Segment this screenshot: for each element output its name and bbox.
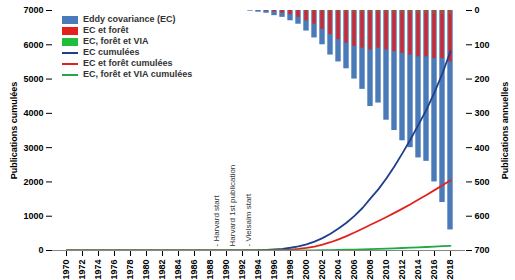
svg-text:1974: 1974 <box>93 260 103 280</box>
svg-text:1992: 1992 <box>237 260 247 280</box>
html-text:EC, forêt et VIA: EC, forêt et VIA <box>83 36 149 46</box>
svg-text:1998: 1998 <box>285 260 295 280</box>
svg-text:400: 400 <box>475 143 490 153</box>
svg-text:1972: 1972 <box>77 260 87 280</box>
svg-text:1996: 1996 <box>269 260 279 280</box>
svg-text:1984: 1984 <box>173 260 183 280</box>
svg-text:2000: 2000 <box>301 260 311 280</box>
svg-text:2004: 2004 <box>333 260 343 280</box>
svg-text:- Harvard start: - Harvard start <box>212 195 221 247</box>
svg-text:2010: 2010 <box>381 260 391 280</box>
html-text:Eddy covariance (EC): Eddy covariance (EC) <box>83 14 176 24</box>
svg-text:5000: 5000 <box>23 74 43 84</box>
svg-text:2006: 2006 <box>349 260 359 280</box>
svg-text:1978: 1978 <box>125 260 135 280</box>
svg-text:2008: 2008 <box>365 260 375 280</box>
svg-text:600: 600 <box>475 211 490 221</box>
svg-text:1980: 1980 <box>141 260 151 280</box>
svg-text:- Vielsalm start: - Vielsalm start <box>244 193 253 247</box>
svg-text:2016: 2016 <box>429 260 439 280</box>
svg-text:1990: 1990 <box>221 260 231 280</box>
svg-text:6000: 6000 <box>23 40 43 50</box>
svg-text:1970: 1970 <box>61 260 71 280</box>
html-text:EC cumulées: EC cumulées <box>83 47 140 57</box>
svg-text:500: 500 <box>475 177 490 187</box>
svg-text:1988: 1988 <box>205 260 215 280</box>
svg-text:4000: 4000 <box>23 108 43 118</box>
svg-text:1000: 1000 <box>23 211 43 221</box>
svg-text:300: 300 <box>475 108 490 118</box>
svg-text:700: 700 <box>475 245 490 255</box>
svg-text:200: 200 <box>475 74 490 84</box>
svg-text:2014: 2014 <box>413 260 423 280</box>
svg-text:100: 100 <box>475 40 490 50</box>
svg-text:2018: 2018 <box>445 260 455 280</box>
svg-text:0: 0 <box>38 245 43 255</box>
html-text:EC, forêt et VIA cumulées: EC, forêt et VIA cumulées <box>83 69 193 79</box>
svg-text:2002: 2002 <box>317 260 327 280</box>
svg-text:2000: 2000 <box>23 177 43 187</box>
svg-text:7000: 7000 <box>23 5 43 15</box>
svg-text:1986: 1986 <box>189 260 199 280</box>
svg-text:3000: 3000 <box>23 143 43 153</box>
html-text:EC et forêt cumulées: EC et forêt cumulées <box>83 58 173 68</box>
svg-text:Harvard 1st publication: Harvard 1st publication <box>228 165 237 247</box>
svg-text:0: 0 <box>475 5 480 15</box>
svg-text:1976: 1976 <box>109 260 119 280</box>
svg-text:1982: 1982 <box>157 260 167 280</box>
svg-text:2012: 2012 <box>397 260 407 280</box>
svg-text:Publications cumulées: Publications cumulées <box>9 82 19 180</box>
html-text:EC et forêt: EC et forêt <box>83 25 129 35</box>
svg-text:1994: 1994 <box>253 260 263 280</box>
svg-text:Publications annuelles: Publications annuelles <box>500 82 510 180</box>
